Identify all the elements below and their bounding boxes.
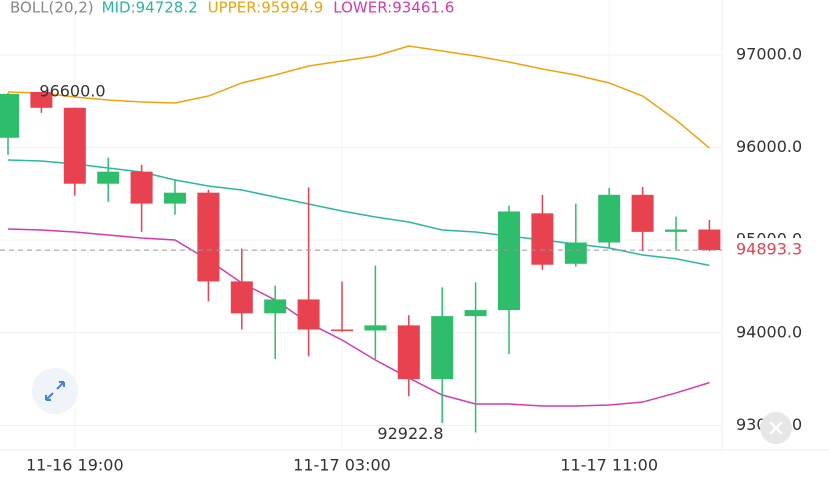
candle-body [130, 171, 153, 204]
x-tick-label: 11-17 11:00 [560, 456, 658, 475]
candle-body [264, 299, 287, 314]
candle-body [598, 194, 621, 243]
candle-body [164, 192, 186, 204]
y-tick-label: 96000.0 [736, 137, 802, 156]
x-tick-label: 11-17 03:00 [293, 456, 391, 475]
candle-body [665, 229, 687, 232]
candle-body [698, 229, 721, 251]
last-price-box [724, 238, 829, 263]
y-tick-label: 94000.0 [736, 322, 802, 341]
candle-body [498, 211, 520, 311]
low-annotation: 92922.8 [377, 424, 443, 443]
legend-title: BOLL(20,2) [10, 0, 94, 17]
candle-body [631, 194, 654, 232]
candle-body [564, 242, 587, 264]
legend: BOLL(20,2) MID:94728.2 UPPER:95994.9 LOWER:… [10, 0, 454, 17]
last-price-label: 94893.3 [736, 240, 802, 259]
candles [0, 92, 721, 433]
high-annotation: 96600.0 [39, 82, 105, 101]
candle-body [230, 281, 253, 314]
legend-entry: MID:94728.2 [102, 0, 198, 17]
indicator-lines [7, 45, 710, 407]
candle-body [197, 192, 220, 282]
candle-body [97, 171, 120, 184]
candle-body [464, 310, 487, 317]
fullscreen-button[interactable] [32, 368, 78, 414]
candle-body [397, 325, 420, 380]
close-button[interactable] [760, 412, 792, 444]
candle-body [297, 299, 320, 330]
candle-body [364, 325, 387, 331]
x-tick-label: 11-16 19:00 [26, 456, 124, 475]
legend-entry: UPPER:95994.9 [208, 0, 324, 17]
candle-body [0, 93, 19, 138]
indicator-line [7, 159, 710, 267]
candle-body [331, 329, 353, 332]
indicator-line [7, 45, 710, 149]
indicator-line [7, 228, 710, 407]
candle-body [431, 316, 454, 380]
y-tick-label: 97000.0 [736, 45, 802, 64]
candle-body [63, 107, 86, 184]
candle-body [30, 92, 53, 108]
candle-body [531, 213, 554, 265]
legend-entry: LOWER:93461.6 [333, 0, 454, 17]
